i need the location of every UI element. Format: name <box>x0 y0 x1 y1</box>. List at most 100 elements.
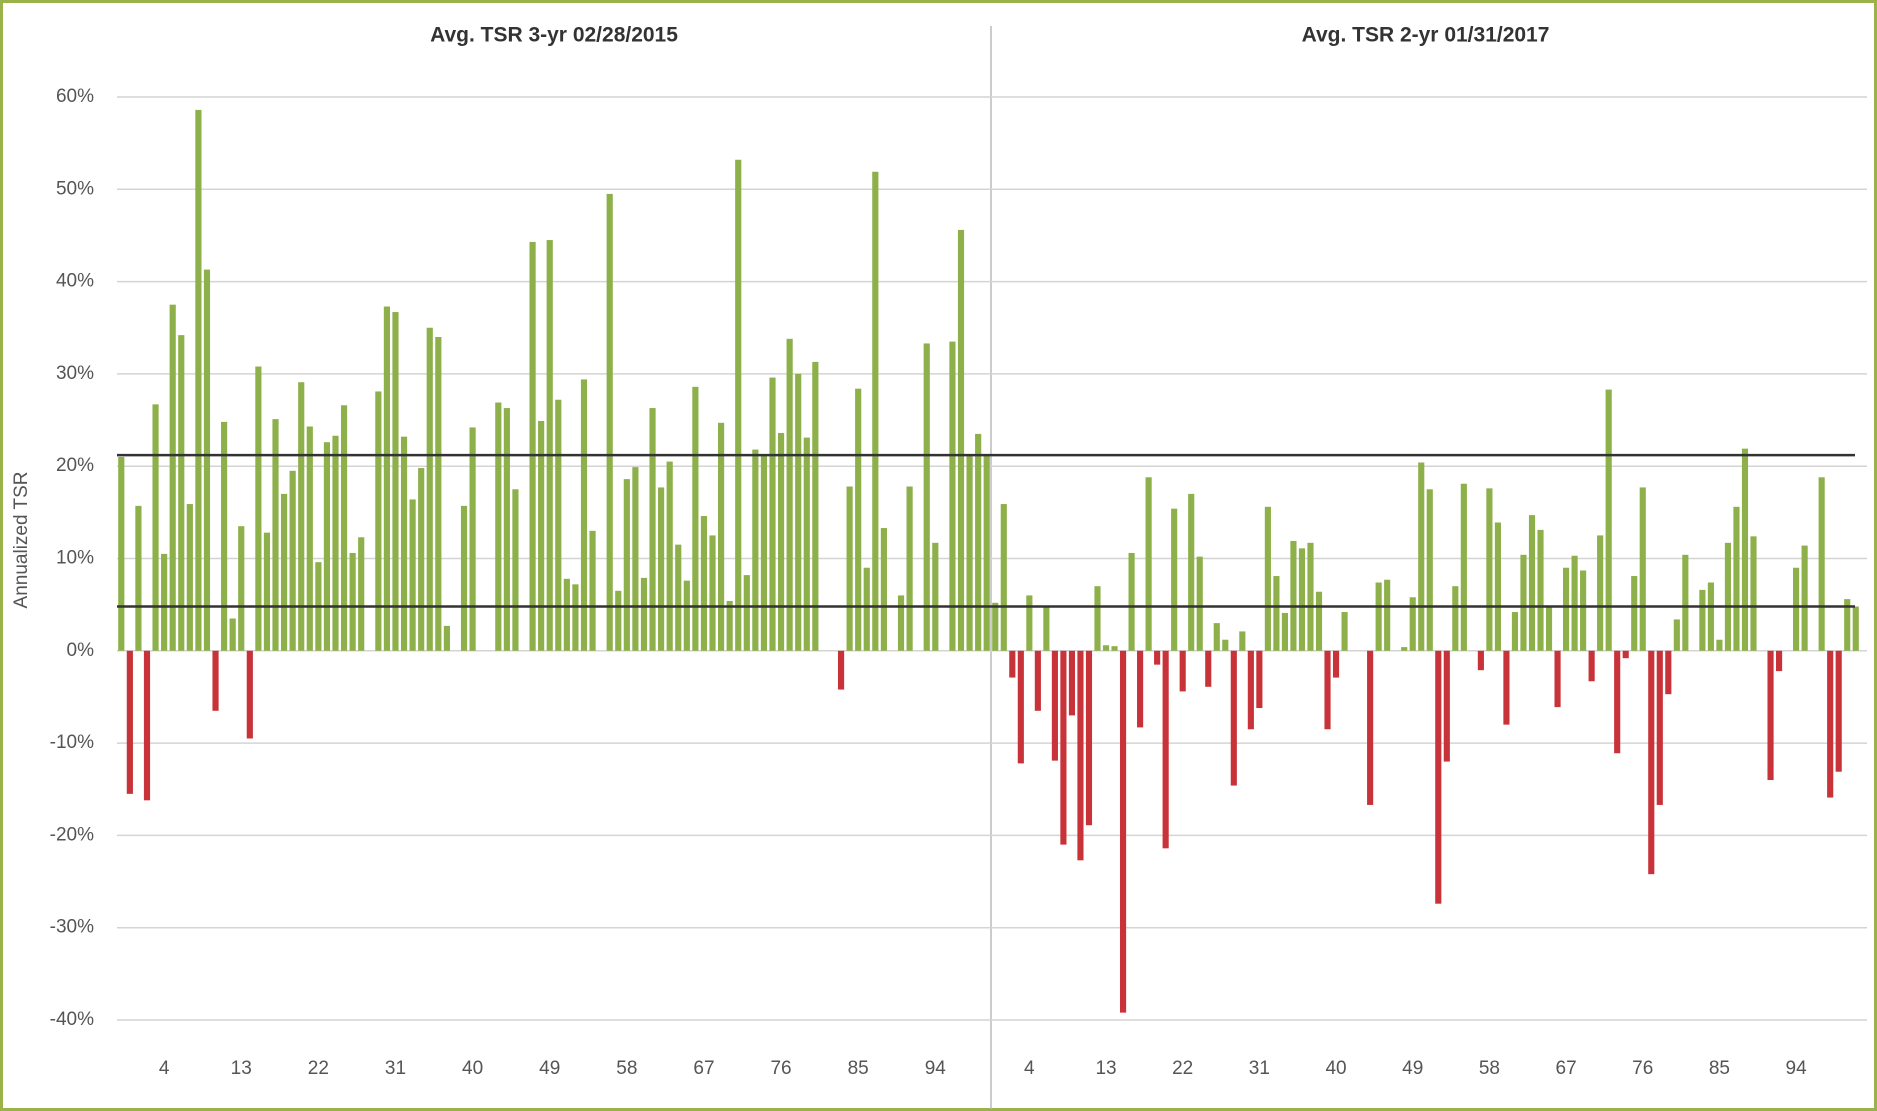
x-tick-label: 67 <box>1556 1058 1577 1079</box>
bar <box>195 109 202 651</box>
bar <box>1528 515 1536 651</box>
bar <box>1614 650 1621 754</box>
bar <box>1145 477 1152 651</box>
bar <box>623 479 630 651</box>
x-tick-label: 40 <box>1325 1058 1346 1079</box>
bar <box>495 402 502 651</box>
bar <box>1775 650 1783 672</box>
bar <box>1563 567 1570 651</box>
bar <box>323 442 331 651</box>
bar <box>786 338 793 651</box>
x-tick-label: 13 <box>231 1058 252 1079</box>
x-tick-label: 76 <box>1632 1058 1653 1079</box>
bar <box>349 552 356 651</box>
bar <box>246 650 253 739</box>
y-tick-label: 0% <box>67 640 95 661</box>
bar <box>272 419 279 651</box>
bar <box>392 312 399 651</box>
bar <box>383 306 390 651</box>
bar <box>358 537 365 651</box>
bar <box>795 373 802 651</box>
x-tick-label: 22 <box>1172 1058 1193 1079</box>
bar <box>709 535 716 651</box>
bar <box>1631 576 1638 651</box>
bar <box>1111 646 1118 651</box>
bar <box>1554 650 1561 708</box>
x-tick-label: 94 <box>1786 1058 1808 1079</box>
bar <box>1060 650 1067 845</box>
bar <box>1051 650 1058 761</box>
bar <box>460 505 468 651</box>
bar <box>949 341 956 651</box>
bar <box>649 408 656 651</box>
bar <box>1068 650 1076 716</box>
bar <box>546 240 553 651</box>
bar <box>1545 606 1553 651</box>
bar <box>1844 599 1851 651</box>
bar <box>1213 623 1220 651</box>
bar <box>923 343 930 651</box>
y-tick-label: 10% <box>56 548 94 569</box>
bar <box>632 467 639 651</box>
bar <box>1026 595 1033 651</box>
y-tick-label: -30% <box>50 917 94 938</box>
bar <box>769 377 776 651</box>
bar <box>1315 591 1323 651</box>
bar <box>880 528 887 651</box>
bar <box>555 399 562 651</box>
bar <box>1767 650 1774 781</box>
bar <box>675 544 682 651</box>
bar <box>906 486 913 651</box>
bar <box>1162 650 1169 849</box>
bar <box>1239 631 1246 651</box>
bar <box>1724 542 1732 651</box>
bar <box>1605 389 1612 651</box>
bar <box>897 595 905 651</box>
bar <box>1571 555 1578 651</box>
bar <box>1154 650 1161 665</box>
bar <box>1307 542 1314 651</box>
bar <box>1281 612 1288 651</box>
bar <box>1179 650 1186 692</box>
bar <box>1682 554 1689 651</box>
bar <box>563 578 570 651</box>
bar <box>932 542 939 651</box>
bar <box>1580 570 1587 651</box>
y-tick-label: 60% <box>56 86 94 107</box>
x-tick-label: 58 <box>616 1058 637 1079</box>
bar <box>152 404 159 651</box>
bar <box>1477 650 1484 671</box>
bar <box>1264 506 1271 651</box>
bar <box>1341 612 1348 651</box>
panel-title: Avg. TSR 3-yr 02/28/2015 <box>430 24 678 47</box>
bar <box>1367 650 1374 805</box>
bar <box>992 602 999 651</box>
bar <box>538 420 545 651</box>
y-tick-label: -20% <box>50 824 94 845</box>
bar <box>1648 650 1655 875</box>
bar <box>135 505 142 651</box>
bar <box>529 241 536 651</box>
bar <box>589 530 596 651</box>
x-tick-label: 22 <box>308 1058 329 1079</box>
bar <box>777 432 785 651</box>
x-tick-label: 85 <box>848 1058 869 1079</box>
bar <box>375 391 382 651</box>
bar <box>692 386 699 651</box>
x-tick-label: 49 <box>1402 1058 1423 1079</box>
bar <box>760 456 768 651</box>
bar <box>289 470 296 651</box>
bar <box>615 590 622 651</box>
bar <box>1034 650 1041 711</box>
bar <box>1332 650 1340 678</box>
bar <box>1622 650 1629 659</box>
bar <box>1520 554 1527 651</box>
bar <box>855 388 862 651</box>
y-tick-label: -40% <box>50 1009 94 1030</box>
bar <box>1384 579 1391 651</box>
bar <box>1000 504 1007 651</box>
bar <box>186 504 193 651</box>
bar <box>846 486 853 651</box>
bar <box>1017 650 1024 764</box>
bar <box>409 499 416 651</box>
